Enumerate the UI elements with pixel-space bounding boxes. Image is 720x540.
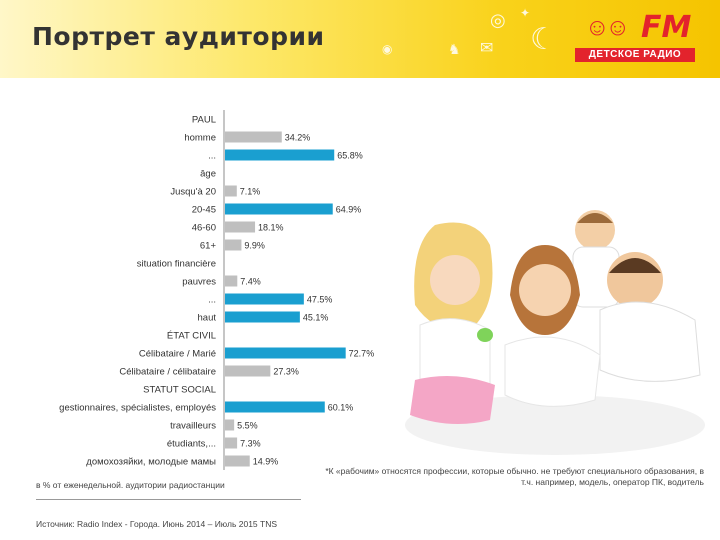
chart-value-label: 45.1% bbox=[303, 313, 329, 323]
chart-value-label: 5.5% bbox=[237, 421, 258, 431]
chart-category-label: ... bbox=[208, 151, 216, 162]
chart-category-header: STATUT SOCIAL bbox=[143, 385, 216, 396]
chart-bar bbox=[225, 203, 333, 215]
family-photo-illustration bbox=[405, 210, 705, 455]
chart-category-header: ÉTAT CIVIL bbox=[167, 331, 216, 342]
chart-category-label: Célibataire / célibataire bbox=[119, 367, 216, 378]
chart-category-label: étudiants,... bbox=[167, 439, 216, 450]
chart-bar bbox=[225, 149, 335, 161]
chart-value-label: 64.9% bbox=[336, 205, 362, 215]
chart-category-label: gestionnaires, spécialistes, employés bbox=[59, 403, 216, 414]
envelope-icon: ✉ bbox=[480, 38, 494, 57]
chart-category-label: pauvres bbox=[182, 277, 216, 288]
chart-value-label: 65.8% bbox=[337, 151, 363, 161]
chart-bar bbox=[225, 311, 300, 323]
moon-icon: ☾ bbox=[530, 22, 557, 57]
radio-logo: ☺☺ FM ДЕТСКОЕ РАДИО bbox=[575, 8, 715, 66]
footnote: *К «рабочим» относятся профессии, которы… bbox=[325, 466, 704, 487]
chart-bar bbox=[225, 347, 346, 359]
rabbit-icon: ♞ bbox=[448, 42, 461, 58]
chart-category-label: 20-45 bbox=[192, 205, 216, 216]
chart-category-label: haut bbox=[198, 313, 217, 324]
chart-category-header: situation financière bbox=[137, 259, 216, 270]
chart-bar bbox=[225, 185, 237, 197]
chart-bar bbox=[225, 401, 325, 413]
chart-category-label: 61+ bbox=[200, 241, 217, 252]
chart-bar bbox=[225, 239, 242, 251]
header-banner: Портрет аудитории ◎ ✉ ♞ ☾ ✦ ◉ ☺☺ FM ДЕТС… bbox=[0, 0, 720, 78]
chart-category-label: 46-60 bbox=[192, 223, 216, 234]
target-icon: ◎ bbox=[490, 10, 506, 31]
chart-bar bbox=[225, 131, 282, 143]
chart-value-label: 27.3% bbox=[273, 367, 299, 377]
chart-value-label: 7.4% bbox=[240, 277, 261, 287]
chart-value-label: 18.1% bbox=[258, 223, 284, 233]
source-note: Источник: Radio Index - Города. Июнь 201… bbox=[36, 519, 278, 529]
kids-logo-icon: ☺☺ bbox=[585, 14, 630, 41]
footer-divider bbox=[36, 499, 301, 500]
page-title: Портрет аудитории bbox=[32, 22, 325, 51]
chart-bar bbox=[225, 365, 271, 377]
chart-bar bbox=[225, 293, 304, 305]
chart-category-header: âge bbox=[200, 169, 216, 180]
logo-fm-text: FM bbox=[641, 10, 692, 45]
chart-value-label: 34.2% bbox=[285, 133, 311, 143]
chart-value-label: 7.3% bbox=[240, 439, 261, 449]
chart-category-label: travailleurs bbox=[170, 421, 216, 432]
logo-subtitle: ДЕТСКОЕ РАДИО bbox=[575, 48, 695, 62]
chart-value-label: 47.5% bbox=[307, 295, 333, 305]
chart-bar bbox=[225, 455, 250, 467]
chart-category-label: Célibataire / Marié bbox=[139, 349, 216, 360]
rocket-icon: ◉ bbox=[382, 42, 393, 56]
chart-category-label: Jusqu'à 20 bbox=[170, 187, 216, 198]
percent-note: в % от еженедельной. аудитории радиостан… bbox=[36, 480, 225, 490]
chart-category-label: ... bbox=[208, 295, 216, 306]
chart-bar bbox=[225, 221, 256, 233]
chart-value-label: 72.7% bbox=[349, 349, 375, 359]
chart-category-header: PAUL bbox=[192, 115, 216, 126]
chart-bar bbox=[225, 275, 238, 287]
star-icon: ✦ bbox=[520, 6, 531, 20]
chart-bar bbox=[225, 437, 238, 449]
audience-bar-chart: PAUL homme 34.2%... 65.8% âge Jusqu'à 20 7.1% 2… bbox=[59, 110, 375, 470]
chart-category-label: homme bbox=[184, 133, 216, 144]
chart-bar bbox=[225, 419, 235, 431]
chart-value-label: 14.9% bbox=[253, 457, 279, 467]
chart-value-label: 60.1% bbox=[328, 403, 354, 413]
chart-value-label: 9.9% bbox=[244, 241, 265, 251]
chart-category-label: домохозяйки, молодые мамы bbox=[86, 457, 216, 468]
chart-value-label: 7.1% bbox=[240, 187, 261, 197]
